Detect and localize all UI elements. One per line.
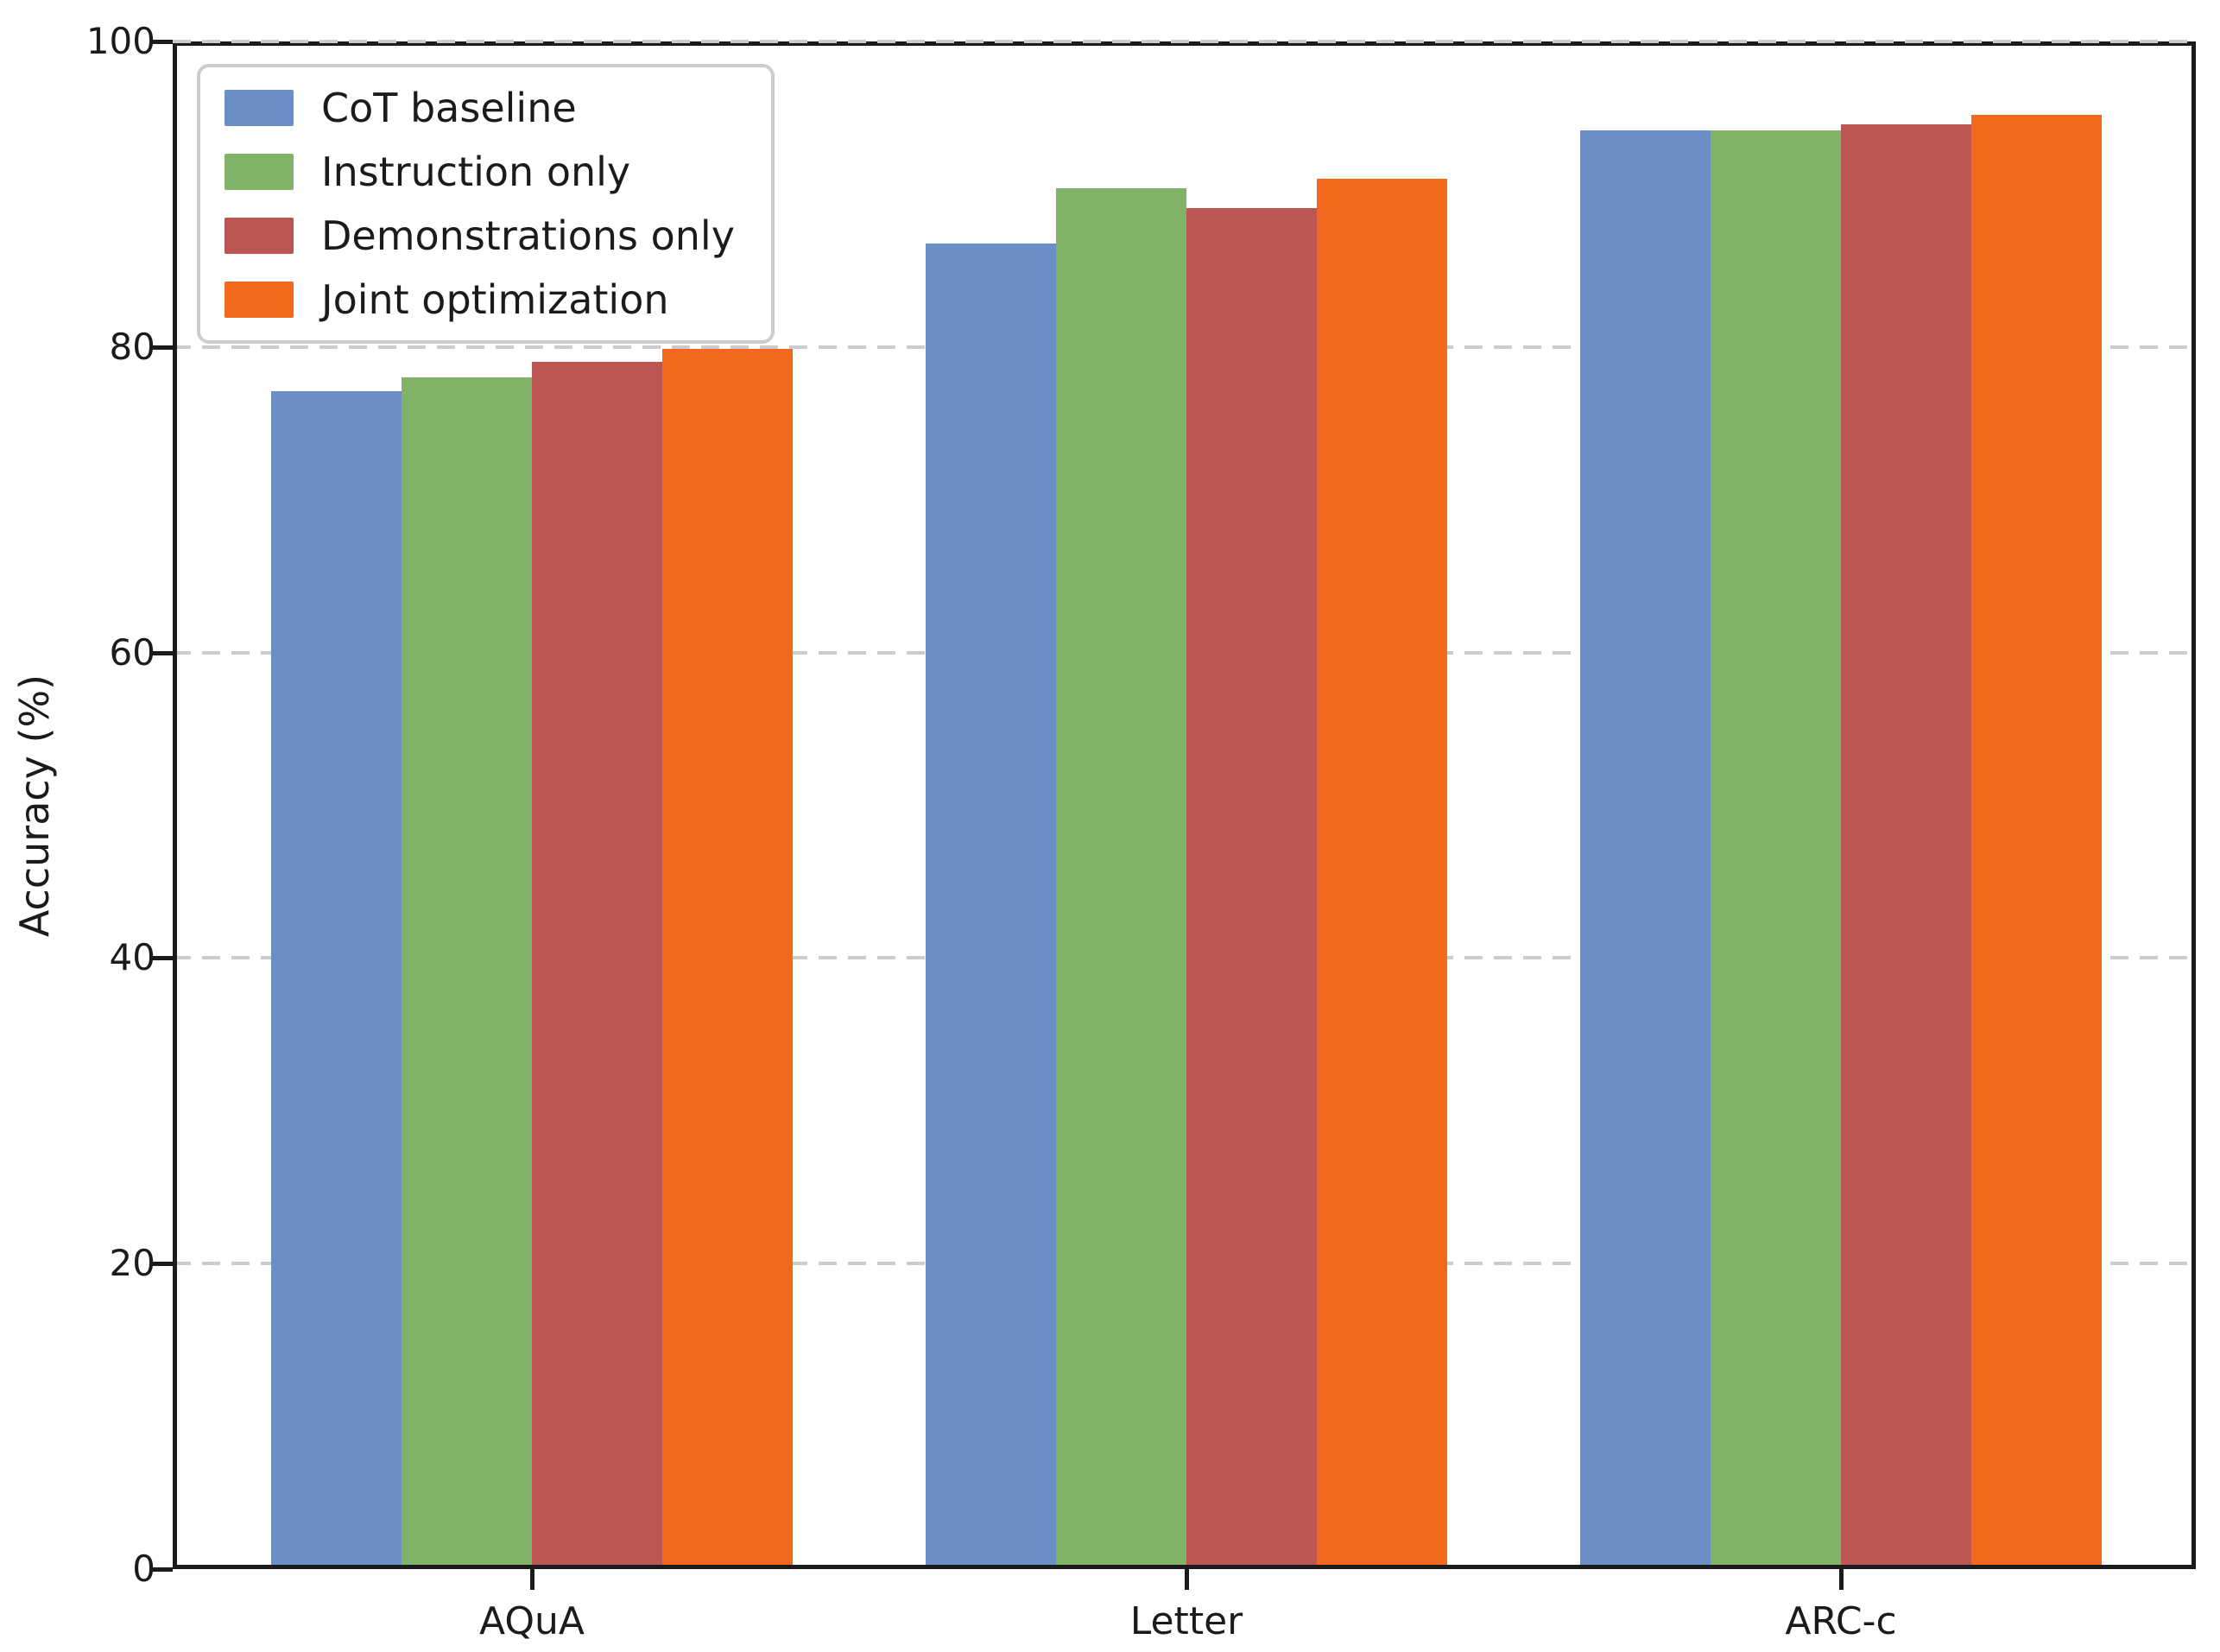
y-tick-label: 20	[109, 1242, 155, 1285]
legend-swatch-icon	[225, 282, 294, 318]
legend-item-joint-optimization: Joint optimization	[225, 278, 735, 321]
bar-ARC-c-joint-optimization	[1971, 114, 2102, 1569]
y-tick-mark	[152, 40, 173, 44]
bar-Letter-demonstrations-only	[1186, 207, 1317, 1569]
bottom-spine	[173, 1565, 2196, 1569]
bar-ARC-c-instruction-only	[1711, 130, 1841, 1569]
y-tick-mark	[152, 1567, 173, 1572]
bar-AQuA-cot-baseline	[271, 391, 402, 1569]
plot-area: CoT baseline Instruction only Demonstratio…	[173, 40, 2196, 1569]
legend-item-demonstrations-only: Demonstrations only	[225, 214, 735, 257]
legend-swatch-icon	[225, 218, 294, 254]
legend-swatch-icon	[225, 154, 294, 190]
x-tick-label-arc-c: ARC-c	[1785, 1599, 1897, 1643]
y-tick-label: 60	[109, 630, 155, 674]
y-tick-label: 40	[109, 936, 155, 979]
y-tick-mark	[152, 345, 173, 350]
legend-item-cot-baseline: CoT baseline	[225, 86, 735, 130]
bar-Letter-joint-optimization	[1317, 179, 1447, 1569]
bar-ARC-c-cot-baseline	[1580, 130, 1711, 1569]
right-spine	[2192, 41, 2196, 1569]
y-axis-title: Accuracy (%)	[11, 674, 58, 938]
y-tick-mark	[152, 1262, 173, 1267]
bar-AQuA-joint-optimization	[662, 348, 793, 1569]
x-tick-label-letter: Letter	[1129, 1599, 1243, 1643]
bar-Letter-instruction-only	[1056, 187, 1186, 1569]
left-spine	[173, 41, 177, 1569]
x-tick-mark	[1185, 1569, 1189, 1590]
legend: CoT baseline Instruction only Demonstratio…	[197, 64, 775, 344]
y-tick-label: 0	[132, 1548, 155, 1590]
legend-swatch-icon	[225, 90, 294, 126]
x-tick-mark	[1839, 1569, 1844, 1590]
x-tick-label-aqua: AQuA	[479, 1599, 585, 1643]
legend-label: CoT baseline	[321, 85, 577, 131]
gridline-100	[173, 40, 2196, 43]
top-spine	[173, 41, 2196, 46]
legend-label: Joint optimization	[321, 276, 669, 323]
bar-AQuA-instruction-only	[402, 377, 532, 1569]
y-tick-label: 100	[85, 20, 155, 62]
legend-label: Instruction only	[321, 149, 631, 195]
legend-item-instruction-only: Instruction only	[225, 150, 735, 193]
y-tick-label: 80	[109, 325, 155, 368]
x-tick-mark	[530, 1569, 534, 1590]
bar-Letter-cot-baseline	[926, 243, 1056, 1569]
y-tick-mark	[152, 650, 173, 655]
legend-label: Demonstrations only	[321, 212, 735, 259]
y-tick-mark	[152, 956, 173, 961]
bar-AQuA-demonstrations-only	[532, 362, 662, 1569]
bar-ARC-c-demonstrations-only	[1841, 123, 1971, 1569]
